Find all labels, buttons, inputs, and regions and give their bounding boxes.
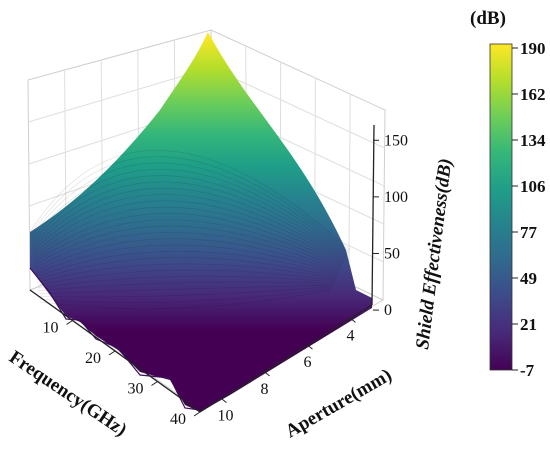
aperture-tick-label: 4: [347, 327, 355, 344]
frequency-tick-label: 10: [43, 320, 59, 337]
aperture-tick-mark: [221, 398, 227, 404]
surface-body: [30, 32, 372, 412]
aperture-tick-label: 8: [261, 381, 269, 398]
surface-contour: [30, 156, 350, 252]
colorbar-ticks: 190 162 134 106 77 49 21 -7: [512, 39, 546, 380]
surface-front-edge: [29, 267, 201, 411]
shield-axis-label: Shield Effectiveness(dB): [412, 157, 456, 350]
surface-contour: [30, 168, 348, 256]
frequency-tick-label: 30: [128, 381, 144, 398]
surface-contour: [33, 213, 343, 267]
frequency-axis-label: Frequency(GHz): [5, 347, 130, 441]
gridline: [28, 67, 212, 123]
shield-axis-line: [371, 124, 375, 306]
frequency-tick-label: 40: [170, 411, 186, 428]
colorbar-tick-label: 49: [520, 269, 537, 288]
surface-contour: [32, 200, 344, 264]
colorbar-tick-label: 21: [520, 315, 537, 334]
surface-contour: [37, 269, 335, 286]
shield-tick-label: 0: [384, 302, 392, 319]
surface-contour: [34, 225, 341, 270]
gridline: [210, 67, 385, 149]
surface-contour: [39, 288, 331, 304]
surface-contour: [29, 149, 351, 251]
surface-contour: [35, 238, 339, 273]
aperture-tick-mark: [350, 317, 356, 323]
frequency-tick-mark: [193, 411, 201, 417]
shield-tick-label: 150: [384, 132, 408, 149]
surface-contour: [32, 194, 345, 262]
surface-contour: [31, 181, 347, 259]
shield-ticks: 0 50 100 150: [373, 132, 408, 319]
surface-contour: [34, 232, 340, 272]
colorbar-tick-label: 190: [520, 39, 546, 58]
shield-tick-label: 50: [384, 245, 400, 262]
colorbar-tick-label: 162: [520, 85, 546, 104]
surface-contour: [35, 244, 339, 275]
frequency-tick-mark: [108, 350, 116, 356]
aperture-ticks: 4 6 8 10: [218, 317, 356, 425]
aperture-tick-label: 10: [218, 408, 234, 425]
surface-contour: [36, 250, 338, 278]
surface-contour: [36, 257, 337, 280]
frequency-tick-label: 20: [85, 350, 101, 367]
surface-contour: [30, 162, 349, 254]
surface-contour: [37, 263, 336, 283]
colorbar: (dB) 190 162 134 106 77 49 21 -7: [470, 8, 546, 380]
surface-contour: [34, 219, 342, 268]
surface-contour: [32, 187, 346, 260]
aperture-axis-line: [199, 304, 373, 413]
colorbar-tick-label: -7: [520, 361, 535, 380]
colorbar-tick-label: 134: [520, 131, 546, 150]
frequency-ticks: 10 20 30 40: [43, 320, 201, 428]
surface-contour: [39, 289, 331, 310]
shield-tick-label: 100: [384, 189, 408, 206]
frequency-tick-mark: [151, 381, 158, 386]
aperture-tick-mark: [307, 344, 313, 350]
surface-contour: [39, 286, 332, 298]
colorbar-bar: [489, 43, 513, 371]
surface-contour: [31, 175, 348, 257]
surface-contour: [37, 275, 335, 289]
surface-contour: [38, 284, 333, 294]
frequency-tick-mark: [66, 320, 73, 325]
colorbar-title: (dB): [470, 8, 506, 29]
aperture-tick-label: 6: [304, 354, 312, 371]
gridline: [348, 93, 351, 284]
aperture-axis-label: Aperture(mm): [282, 365, 395, 443]
surface-contour: [33, 206, 344, 265]
colorbar-tick-label: 106: [520, 177, 546, 196]
aperture-tick-mark: [264, 371, 270, 377]
surface: [29, 32, 372, 412]
surface-contour: [38, 281, 334, 292]
colorbar-tick-label: 77: [520, 223, 538, 242]
